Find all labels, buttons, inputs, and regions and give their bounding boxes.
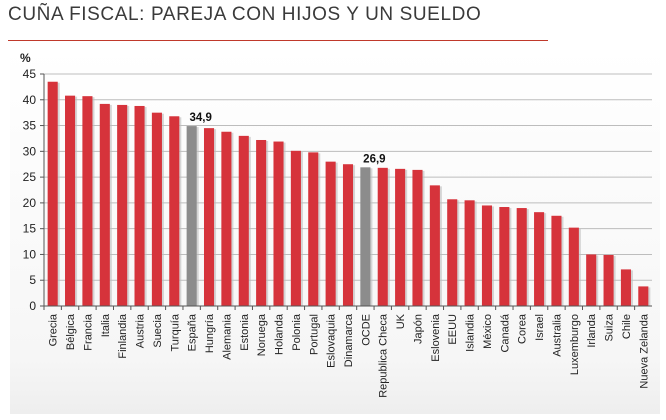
x-tick-label: Alemania	[221, 313, 233, 360]
bar-dinamarca	[342, 164, 354, 306]
bar-ocde	[360, 167, 371, 306]
chart-title: CUÑA FISCAL: PAREJA CON HIJOS Y UN SUELD…	[8, 4, 482, 25]
bar-luxemburgo	[568, 227, 579, 306]
x-tick-label: México	[482, 314, 494, 349]
y-tick-label: 15	[23, 222, 37, 236]
bar-espana	[186, 126, 197, 307]
bar-turquia	[169, 116, 180, 306]
x-tick-label: Francia	[82, 313, 94, 351]
bar-australia	[551, 215, 562, 306]
bar-chart: 0 5 10 15 20 25 30 35 40 45% Grecia Bélgica Francia I…	[20, 51, 652, 398]
bar-mexico	[481, 205, 493, 306]
labels: 0 5 10 15 20 25 30 35 40 45% Grecia Bélgica Francia I…	[20, 51, 650, 398]
bar-suiza	[603, 254, 614, 306]
bar-francia	[82, 96, 93, 306]
bar-polonia	[290, 150, 301, 306]
x-tick-label: Turquía	[169, 313, 181, 351]
y-axis-unit-label: %	[20, 51, 31, 65]
x-tick-label: Corea	[517, 313, 529, 344]
x-tick-label: Grecia	[48, 313, 60, 346]
data-label: 26,9	[363, 153, 385, 165]
bar-eslovenia	[429, 185, 440, 306]
x-tick-label: Hungría	[204, 313, 216, 353]
bar-suecia	[151, 112, 162, 307]
x-tick-label: Estonia	[239, 313, 251, 351]
bars	[47, 81, 651, 307]
bar-chile	[620, 269, 631, 306]
bar-eslovaquia	[325, 161, 336, 306]
x-tick-label: Republica Checa	[378, 313, 390, 398]
bar-republica-checa	[377, 167, 388, 306]
bar-uk	[395, 168, 406, 306]
y-tick-label: 0	[29, 299, 36, 313]
bar-canada	[499, 207, 510, 306]
x-tick-label: UK	[395, 313, 407, 329]
x-tick-label: OCDE	[360, 314, 372, 346]
x-tick-label: Finlandia	[117, 313, 129, 359]
x-tick-label: Austria	[135, 313, 147, 348]
x-tick-label: Australia	[551, 313, 563, 357]
x-tick-label: Eslovenia	[430, 313, 442, 362]
y-tick-label: 35	[23, 119, 37, 133]
title-divider	[8, 40, 548, 41]
y-tick-label: 30	[23, 144, 37, 158]
y-tick-label: 5	[29, 273, 36, 287]
x-tick-label: España	[187, 313, 199, 351]
x-tick-label: Irlanda	[586, 313, 598, 348]
x-tick-label: Noruega	[256, 313, 268, 356]
x-tick-label: Japón	[412, 314, 424, 344]
x-tick-label: Dinamarca	[343, 313, 355, 367]
bar-austria	[134, 105, 145, 306]
x-tick-label: Eslovaquia	[326, 313, 338, 368]
y-tick-label: 20	[23, 196, 37, 210]
x-tick-label: Polonia	[291, 313, 303, 351]
x-tick-label: Portugal	[308, 314, 320, 355]
x-tick-label: Chile	[621, 314, 633, 339]
bar-hungria	[203, 128, 215, 306]
bar-alemania	[221, 131, 232, 306]
bar-japon	[412, 169, 423, 306]
bar-belgica	[65, 95, 76, 306]
bar-italia	[99, 103, 110, 306]
y-tick-label: 25	[23, 170, 37, 184]
bar-eeuu	[447, 199, 458, 306]
bar-israel	[534, 212, 545, 306]
x-tick-label: Nueva Zelanda	[638, 313, 650, 388]
y-tick-label: 45	[23, 67, 37, 81]
x-tick-label: Israel	[534, 314, 546, 341]
x-tick-label: Canadá	[499, 313, 511, 352]
bar-noruega	[256, 139, 267, 306]
bar-nueva-zelanda	[638, 286, 649, 306]
x-tick-label: Bélgica	[65, 313, 77, 350]
x-tick-label: Italia	[100, 313, 112, 337]
x-tick-label: Luxemburgo	[569, 314, 581, 375]
bar-grecia	[47, 81, 58, 306]
y-tick-label: 40	[23, 93, 37, 107]
bar-holanda	[273, 141, 284, 306]
chart-panel: 0 5 10 15 20 25 30 35 40 45% Grecia Bélgica Francia I…	[10, 48, 660, 414]
bar-corea	[516, 208, 527, 306]
x-tick-label: Islandia	[465, 313, 477, 352]
x-tick-label: Suiza	[604, 313, 616, 341]
y-tick-label: 10	[23, 247, 37, 261]
data-label: 34,9	[189, 112, 211, 124]
bar-islandia	[464, 200, 475, 306]
bar-estonia	[238, 135, 249, 306]
x-tick-label: Holanda	[274, 313, 286, 355]
bar-portugal	[308, 152, 319, 306]
bar-finlandia	[117, 104, 128, 306]
x-tick-label: Suecia	[152, 313, 164, 348]
x-tick-label: EEUU	[447, 314, 459, 345]
bar-irlanda	[586, 254, 597, 306]
axes	[40, 73, 652, 310]
